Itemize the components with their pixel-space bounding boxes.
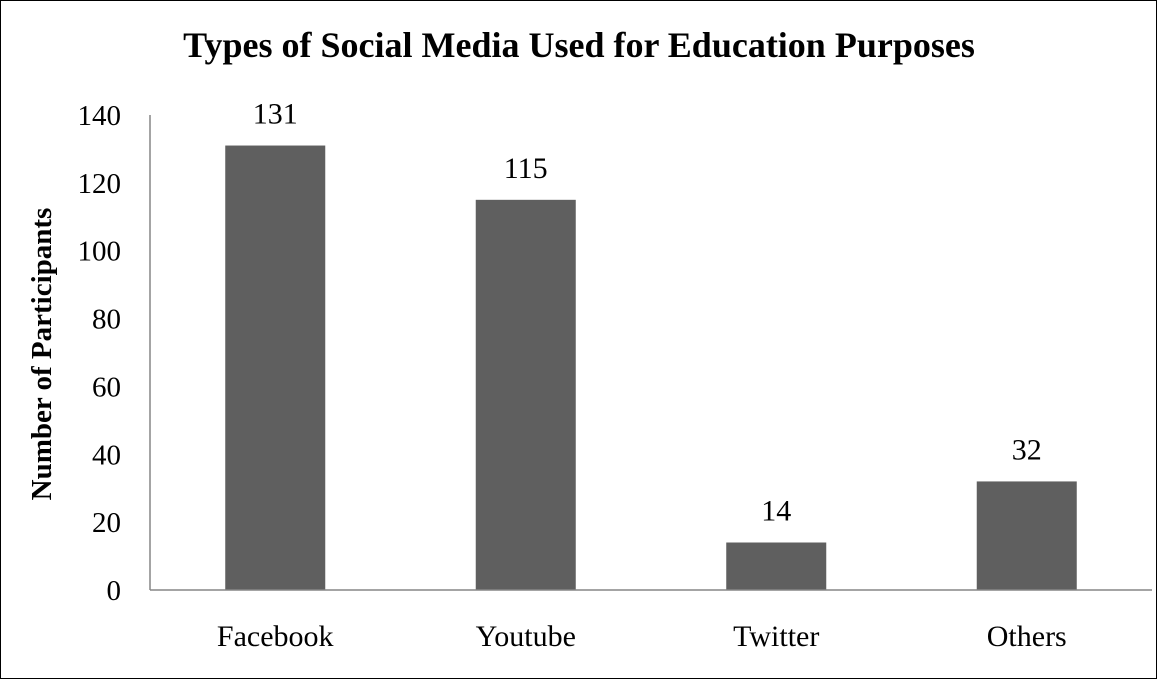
- data-label: 115: [504, 152, 548, 185]
- y-axis-label: Number of Participants: [26, 208, 58, 501]
- y-tick-label: 20: [92, 507, 121, 539]
- x-category-label: Others: [987, 620, 1067, 653]
- data-labels: 131 115 14 32: [253, 98, 1042, 528]
- x-category-label: Twitter: [733, 620, 819, 653]
- x-axis-categories: Facebook Youtube Twitter Others: [217, 620, 1067, 653]
- y-tick-label: 100: [78, 236, 122, 268]
- data-label: 14: [761, 495, 791, 528]
- bar-facebook: [225, 145, 326, 591]
- y-axis-ticks: 0 20 40 60 80 100 120 140: [78, 100, 122, 607]
- x-category-label: Youtube: [476, 620, 576, 653]
- x-category-label: Facebook: [217, 620, 334, 653]
- chart-title: Types of Social Media Used for Education…: [183, 25, 975, 65]
- bars: [225, 145, 1077, 591]
- y-tick-label: 40: [92, 439, 121, 471]
- y-tick-label: 140: [78, 100, 122, 132]
- bar-youtube: [475, 199, 576, 591]
- data-label: 131: [253, 98, 298, 131]
- bar-others: [976, 481, 1077, 590]
- y-tick-label: 60: [92, 371, 121, 403]
- data-label: 32: [1012, 433, 1042, 466]
- y-tick-label: 80: [92, 304, 121, 336]
- y-tick-label: 120: [78, 168, 122, 200]
- bar-twitter: [726, 542, 827, 590]
- y-tick-label: 0: [107, 575, 122, 607]
